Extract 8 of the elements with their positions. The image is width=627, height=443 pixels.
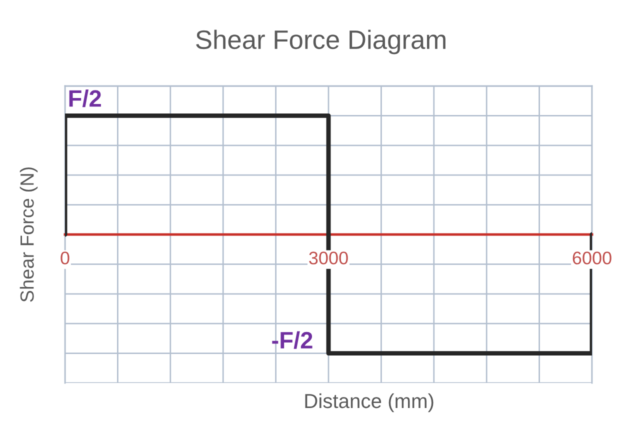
annotation: F/2 <box>69 90 101 108</box>
x-axis-title: Distance (mm) <box>305 393 434 412</box>
y-axis-title: Shear Force (N) <box>20 167 38 302</box>
x-tick-label: 3000 <box>309 252 348 264</box>
x-tick-label: 6000 <box>572 252 612 264</box>
annotation: -F/2 <box>272 331 312 349</box>
chart-title: Shear Force Diagram <box>196 30 446 54</box>
x-tick-label: 0 <box>60 252 70 264</box>
